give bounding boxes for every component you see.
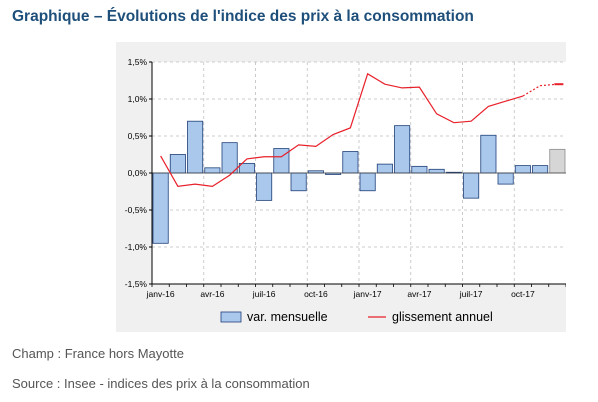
bar (169, 154, 186, 174)
x-tick-label: juil-17 (459, 289, 483, 299)
annual-change-line (160, 72, 524, 187)
source-note: Source : Insee - indices des prix à la c… (12, 376, 310, 391)
bar (359, 172, 376, 192)
bar (290, 172, 307, 192)
bar (221, 142, 238, 174)
bar (514, 165, 531, 174)
scope-note: Champ : France hors Mayotte (12, 346, 184, 361)
bar (256, 172, 273, 201)
bar (532, 165, 549, 174)
bar (376, 163, 393, 174)
bar (411, 165, 428, 174)
x-tick-label: avr-16 (200, 289, 224, 299)
y-tick-label: -1,0% (125, 242, 148, 252)
bar (204, 167, 221, 174)
bar (187, 120, 204, 174)
chart-title: Graphique – Évolutions de l'indice des p… (12, 8, 474, 25)
x-tick-label: oct-16 (304, 289, 328, 299)
x-tick-label: oct-17 (511, 289, 535, 299)
legend-bar-swatch (220, 311, 242, 323)
y-tick-label: 0,5% (128, 131, 148, 141)
y-tick-label: 1,5% (128, 57, 148, 67)
bar (394, 125, 411, 174)
bar (549, 148, 566, 174)
chart-svg: -1,5% -1,0% -0,5% 0,0% 0,5% 1,0% 1,5% janv-16 av… (116, 42, 566, 332)
annual-change-forecast-line (522, 83, 558, 97)
bar (480, 134, 497, 174)
bar (152, 172, 169, 244)
x-tick-label: avr-17 (407, 289, 431, 299)
bar (342, 151, 359, 174)
bar (463, 172, 480, 199)
x-tick-label: janv-16 (146, 289, 175, 299)
legend-bar-label: var. mensuelle (247, 310, 328, 324)
legend-line-label: glissement annuel (392, 310, 493, 324)
x-tick-label: juil-16 (252, 289, 276, 299)
y-tick-label: -1,5% (125, 279, 148, 289)
y-tick-label: 0,0% (128, 168, 148, 178)
chart-panel: -1,5% -1,0% -0,5% 0,0% 0,5% 1,0% 1,5% janv-16 av… (116, 42, 566, 332)
y-tick-label: 1,0% (128, 94, 148, 104)
bar (428, 168, 445, 174)
y-tick-label: -0,5% (125, 205, 148, 215)
bar (238, 162, 255, 174)
bar (497, 172, 514, 185)
bar (273, 148, 290, 174)
x-tick-label: janv-17 (353, 289, 382, 299)
